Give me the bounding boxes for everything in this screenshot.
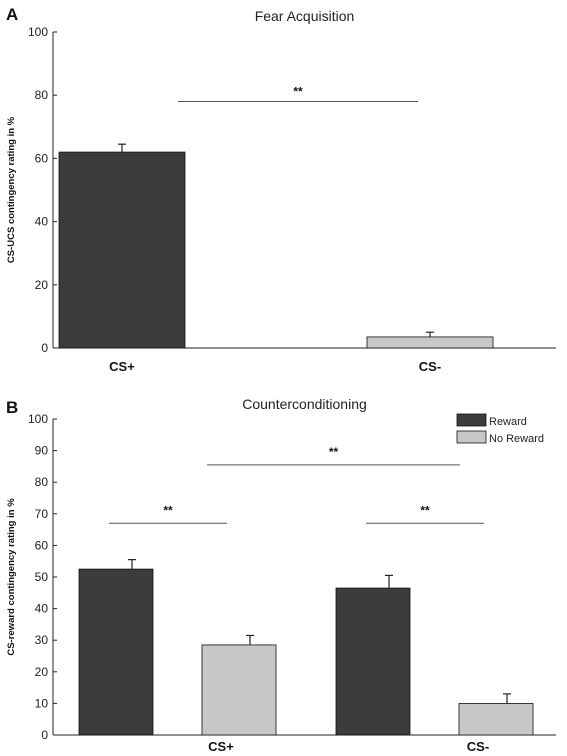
significance-label: ** (420, 503, 430, 517)
legend-label: Reward (489, 416, 527, 428)
legend-label: No Reward (489, 433, 544, 445)
bar (201, 644, 277, 736)
legend-swatch (456, 430, 487, 444)
y-tick-label: 100 (28, 412, 48, 426)
y-axis-label: CS-reward contingency rating in % (6, 498, 17, 656)
significance-label: ** (163, 503, 173, 517)
panel-letter: B (6, 398, 18, 417)
legend-swatch (456, 413, 487, 427)
x-tick-label: CS- (467, 739, 489, 754)
y-axis-label: CS-UCS contingency rating in % (6, 116, 17, 263)
y-tick-label: 60 (35, 151, 49, 165)
y-tick-label: 40 (35, 602, 49, 616)
bar (335, 587, 411, 736)
chart-title: Counterconditioning (242, 396, 367, 412)
y-tick-label: 90 (35, 444, 49, 458)
y-tick-label: 20 (35, 278, 49, 292)
legend: Reward No Reward (456, 413, 544, 445)
x-tick-label: CS+ (208, 739, 234, 754)
panel-a: 0 20 40 60 80 100 CS-UCS contingency rating in… (6, 5, 556, 374)
bar (58, 151, 186, 349)
y-tick-label: 10 (35, 696, 49, 710)
chart-title: Fear Acquisition (255, 8, 355, 24)
y-tick-label: 70 (35, 507, 49, 521)
x-tick-label: CS- (419, 359, 441, 374)
y-tick-label: 0 (41, 728, 48, 742)
significance-label: ** (293, 85, 303, 99)
x-tick-label: CS+ (109, 359, 135, 374)
panel-b: 0 10 20 30 40 50 60 70 80 90 100 CS-reward continge… (6, 396, 556, 754)
y-tick-label: 80 (35, 88, 49, 102)
bar (366, 336, 494, 349)
y-tick-label: 50 (35, 570, 49, 584)
y-tick-label: 20 (35, 665, 49, 679)
y-tick-label: 0 (41, 341, 48, 355)
bar (458, 703, 534, 736)
bar (78, 568, 154, 736)
y-tick-label: 30 (35, 633, 49, 647)
y-tick-label: 100 (28, 25, 48, 39)
y-tick-label: 40 (35, 215, 49, 229)
y-tick-label: 60 (35, 538, 49, 552)
significance-label: ** (329, 445, 339, 459)
panel-letter: A (6, 5, 18, 24)
y-tick-label: 80 (35, 475, 49, 489)
